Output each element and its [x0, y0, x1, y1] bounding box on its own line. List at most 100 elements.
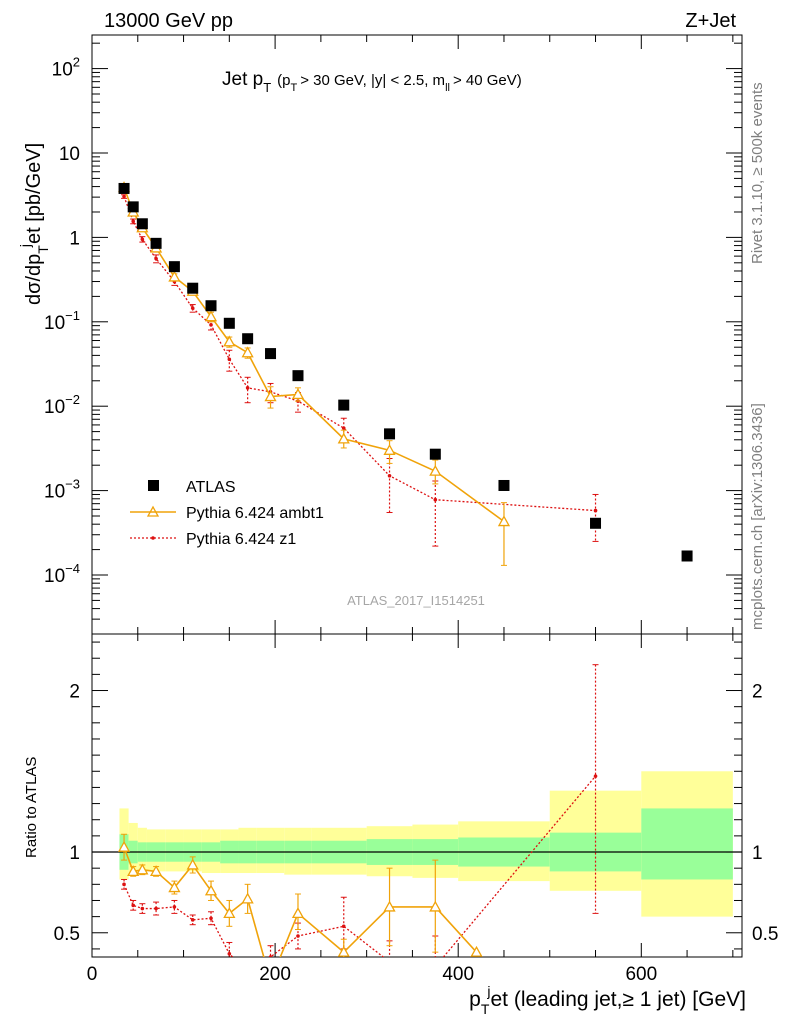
z1-point	[190, 306, 195, 310]
ratio-y-tick-label: 1	[69, 843, 80, 864]
z1-point	[245, 386, 250, 390]
rivet-label: Rivet 3.1.10, ≥ 500k events	[749, 82, 766, 264]
ambt1-point	[264, 390, 277, 402]
plot-title-main-sub: T	[263, 80, 271, 95]
ratio-y-label: Ratio to ATLAS	[23, 757, 40, 858]
ratio-z1-point	[131, 903, 135, 908]
main-y-label-sub: T	[35, 245, 51, 254]
x-tick-label: 200	[259, 964, 291, 985]
main-y-tick-label: 10−4	[44, 561, 80, 587]
main-y-tick-label: 102	[52, 55, 80, 81]
atlas-point	[242, 333, 254, 345]
ambt1-point	[497, 515, 511, 527]
atlas-point	[127, 201, 139, 213]
mcplots-label: mcplots.cern.ch [arXiv:1306.3436]	[749, 403, 766, 630]
ratio-frame	[91, 633, 743, 958]
atlas-point	[223, 317, 235, 329]
ratio-z1-point	[154, 906, 158, 911]
x-axis-label-sub: T	[481, 1001, 490, 1017]
legend-z1-label: Pythia 6.424 z1	[186, 531, 296, 548]
legend-z1-marker	[151, 536, 155, 540]
ratio-ambt1-point	[223, 907, 236, 919]
legend-ambt1-label: Pythia 6.424 ambt1	[186, 505, 324, 522]
ratio-z1-point	[341, 924, 346, 929]
ratio-ambt1-point	[136, 863, 149, 875]
ratio-y-tick-label: 0.5	[54, 924, 80, 945]
plot-title-cuts-b: > 30 GeV, |y| < 2.5, m	[300, 72, 445, 89]
ratio-ambt1-point	[127, 865, 140, 877]
atlas-point	[498, 479, 510, 491]
ratio-ambt1-point	[429, 900, 442, 912]
atlas-point	[205, 300, 217, 312]
ratio-ambt1-point	[186, 858, 199, 870]
ratio-ambt1-point	[204, 884, 218, 896]
main-y-tick-label: 10	[59, 144, 80, 165]
ambt1-point	[241, 346, 254, 358]
atlas-point	[150, 237, 162, 249]
z1-point	[433, 497, 438, 502]
z1-point	[140, 237, 145, 242]
plot-title-cuts-b-sub: ll	[445, 82, 450, 94]
ratio-z1-point	[190, 918, 195, 922]
main-y-label-b: et [pb/GeV]	[23, 143, 45, 244]
ratio-series-ambt1	[117, 833, 483, 957]
atlas-point	[292, 370, 304, 382]
ambt1-point	[291, 388, 305, 400]
ratio-z1-point	[593, 774, 598, 778]
ambt1-point	[223, 335, 236, 347]
plot-title: Jet pT (pT > 30 GeV, |y| < 2.5, mll > 40 Ge…	[222, 69, 522, 95]
ratio-y-ticks	[92, 641, 742, 950]
chart-marks: 0 200 400 600 10−4 10−3 10−2 10−1 1 10 102 0.5 0.5 1 1…	[44, 34, 778, 985]
atlas-point	[265, 348, 277, 360]
main-y-label: dσ/dpTjet [pb/GeV]	[17, 143, 51, 305]
ratio-y-tick-label-right: 2	[752, 682, 763, 703]
plot-title-cuts-a: (p	[277, 72, 290, 89]
ratio-y-tick-label: 2	[69, 682, 80, 703]
z1-point	[209, 323, 213, 327]
band-inner-bin	[641, 808, 733, 880]
main-y-tick-label: 10−3	[44, 477, 80, 503]
z1-point	[341, 426, 346, 430]
ratio-ambt1-point	[291, 907, 305, 919]
z1-line	[123, 196, 596, 512]
z1-point	[131, 219, 135, 224]
x-tick-label: 400	[442, 964, 474, 985]
ratio-ambt1-point	[241, 892, 254, 904]
atlas-point	[338, 399, 350, 411]
ratio-series-z1	[121, 664, 599, 969]
atlas-point	[429, 448, 441, 460]
ratio-z1-point	[388, 960, 392, 964]
plot-title-cuts-c: > 40 GeV)	[453, 72, 522, 89]
ambt1-line	[123, 187, 505, 523]
main-y-tick-label: 10−1	[44, 308, 80, 334]
ratio-y-tick-label-right: 1	[752, 843, 763, 864]
series-atlas	[118, 182, 693, 562]
main-y-label-sup: j	[17, 244, 33, 248]
header-right: Z+Jet	[685, 10, 736, 32]
z1-point	[154, 256, 158, 261]
ratio-z1-point	[209, 916, 213, 921]
legend: ATLAS Pythia 6.424 ambt1 Pythia 6.424 z1	[130, 479, 324, 548]
ratio-ambt1-point	[149, 865, 163, 877]
ambt1-point	[204, 310, 218, 322]
plot-title-main: Jet p	[222, 69, 263, 90]
x-tick-label: 600	[625, 964, 657, 985]
atlas-point	[187, 282, 199, 294]
ambt1-point	[383, 443, 396, 455]
ratio-ambt1-point	[117, 840, 131, 852]
atlas-point	[118, 182, 130, 194]
z1-point	[122, 194, 126, 199]
main-y-tick-label: 1	[69, 228, 80, 249]
ratio-z1-point	[122, 882, 126, 887]
z1-point	[387, 473, 392, 478]
ratio-ambt1-point	[337, 945, 350, 957]
ratio-z1-point	[434, 965, 438, 969]
ratio-z1-point	[140, 906, 145, 911]
analysis-id: ATLAS_2017_I1514251	[347, 593, 485, 608]
atlas-point	[168, 261, 180, 273]
x-ticks	[91, 35, 734, 957]
ambt1-point	[337, 432, 350, 444]
atlas-point	[681, 550, 693, 562]
ratio-y-tick-label-right: 0.5	[752, 924, 778, 945]
